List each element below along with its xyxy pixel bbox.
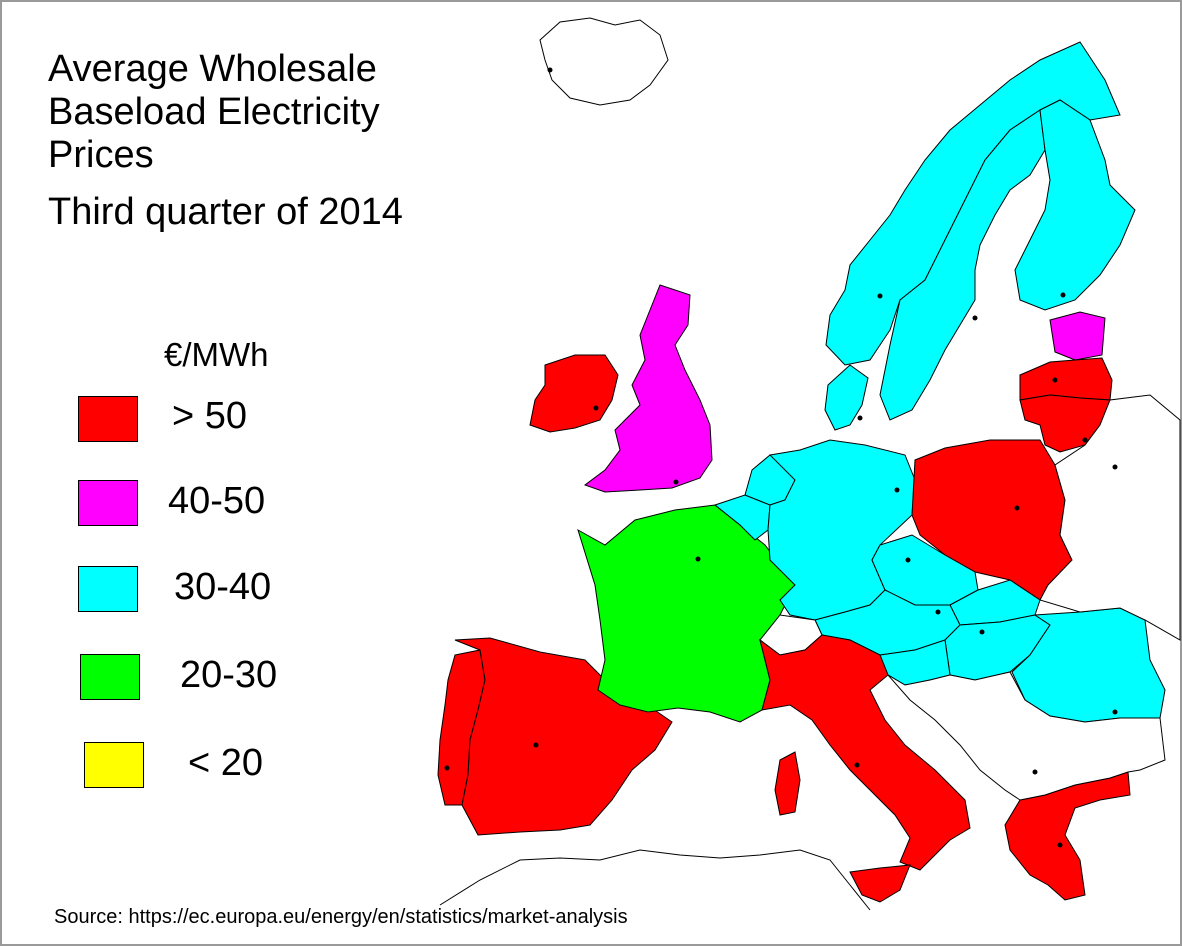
legend-label-20-30: 20-30 — [180, 654, 278, 696]
country-france[interactable] — [577, 504, 796, 723]
title-line-4: Third quarter of 2014 — [48, 191, 403, 233]
country-united-kingdom[interactable] — [583, 284, 713, 493]
country-finland[interactable] — [1014, 99, 1136, 311]
iceland — [539, 17, 669, 106]
country-italy-sicily[interactable] — [849, 864, 911, 903]
legend-swatch-gt-50 — [78, 396, 138, 442]
country-italy-sardinia[interactable] — [774, 751, 801, 816]
country-estonia[interactable] — [1049, 311, 1106, 361]
country-latvia[interactable] — [1019, 357, 1113, 401]
capital-markers — [444, 67, 1118, 848]
title-line-1: Average Wholesale — [48, 48, 377, 90]
north-africa-coast — [439, 849, 871, 911]
legend-swatch-lt-20 — [84, 742, 144, 788]
country-italy[interactable] — [759, 634, 971, 871]
legend-unit: €/MWh — [164, 336, 269, 373]
legend-swatch-30-40 — [78, 566, 138, 612]
country-sweden[interactable] — [879, 109, 1046, 421]
legend-label-gt-50: > 50 — [172, 395, 248, 437]
source-note: Source: https://ec.europa.eu/energy/en/s… — [54, 906, 628, 928]
country-denmark[interactable] — [824, 364, 869, 431]
title-line-3: Prices — [48, 134, 154, 176]
legend-swatch-20-30 — [80, 654, 140, 700]
legend-label-lt-20: < 20 — [188, 742, 264, 784]
eastern-region — [1039, 394, 1181, 641]
legend-label-40-50: 40-50 — [168, 480, 266, 522]
legend-swatch-40-50 — [78, 480, 138, 526]
title-line-2: Baseload Electricity — [48, 91, 380, 133]
country-spain[interactable] — [454, 637, 673, 836]
balkans — [887, 671, 1166, 801]
map-title: Average Wholesale Baseload Electricity P… — [48, 48, 403, 234]
country-ireland[interactable] — [529, 354, 619, 433]
legend-label-30-40: 30-40 — [174, 566, 272, 608]
